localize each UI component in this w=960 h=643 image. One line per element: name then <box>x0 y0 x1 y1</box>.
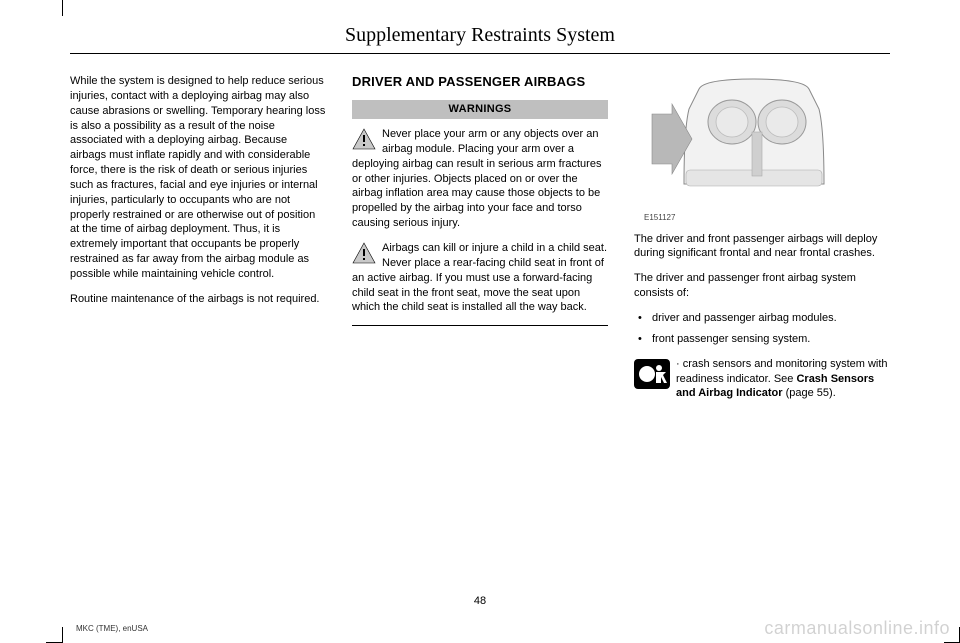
section-heading: DRIVER AND PASSENGER AIRBAGS <box>352 74 608 90</box>
footer-model-code: MKC (TME), enUSA <box>76 624 148 633</box>
header-rule <box>70 53 890 54</box>
warning-text: Airbags can kill or injure a child in a … <box>352 242 607 313</box>
crop-mark <box>62 627 63 643</box>
warning-triangle-icon <box>352 128 376 150</box>
airbag-indicator-icon <box>634 359 670 389</box>
watermark: carmanualsonline.info <box>764 618 950 639</box>
warnings-bar: WARNINGS <box>352 100 608 119</box>
page-title: Supplementary Restraints System <box>70 24 890 53</box>
body-paragraph: The driver and passenger front airbag sy… <box>634 271 890 301</box>
warnings-end-rule <box>352 325 608 326</box>
warnings-box: WARNINGS <box>352 100 608 119</box>
list-item: front passenger sensing system. <box>634 332 890 347</box>
list-item: driver and passenger airbag modules. <box>634 311 890 326</box>
airbag-illustration: E151127 <box>634 74 890 224</box>
warning-paragraph: Never place your arm or any objects over… <box>352 127 608 231</box>
content-columns: While the system is designed to help red… <box>70 74 890 411</box>
crop-mark <box>62 0 63 16</box>
warning-text: Never place your arm or any objects over… <box>352 128 601 229</box>
bullet-list: driver and passenger airbag modules. fro… <box>634 311 890 347</box>
manual-page: Supplementary Restraints System While th… <box>0 0 960 643</box>
body-paragraph: While the system is designed to help red… <box>70 74 326 282</box>
column-2: DRIVER AND PASSENGER AIRBAGS WARNINGS Ne… <box>352 74 608 411</box>
page-number: 48 <box>0 595 960 607</box>
body-text: (page 55). <box>783 387 836 399</box>
column-3: E151127 The driver and front passenger a… <box>634 74 890 411</box>
body-paragraph: · crash sensors and monitoring system wi… <box>634 357 890 402</box>
warning-paragraph: Airbags can kill or injure a child in a … <box>352 241 608 315</box>
column-1: While the system is designed to help red… <box>70 74 326 411</box>
body-paragraph: Routine maintenance of the airbags is no… <box>70 292 326 307</box>
illustration-label: E151127 <box>644 213 890 224</box>
warning-triangle-icon <box>352 242 376 264</box>
body-paragraph: The driver and front passenger airbags w… <box>634 232 890 262</box>
